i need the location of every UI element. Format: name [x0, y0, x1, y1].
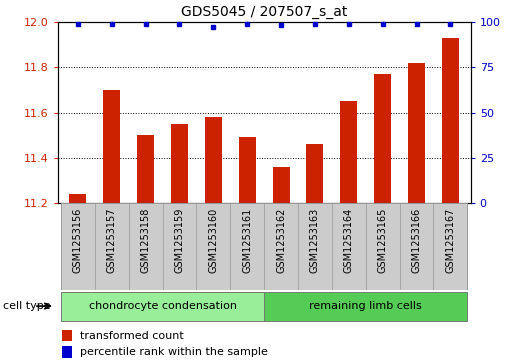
Bar [205, 117, 222, 203]
Text: cell type: cell type [3, 301, 50, 311]
Text: GSM1253163: GSM1253163 [310, 208, 320, 273]
Bar [272, 167, 290, 203]
Text: GSM1253160: GSM1253160 [208, 208, 218, 273]
Bar [408, 63, 425, 203]
Bar [137, 135, 154, 203]
Bar [340, 101, 357, 203]
Bar [62, 346, 72, 358]
Bar [70, 194, 86, 203]
Text: transformed count: transformed count [80, 331, 184, 341]
Text: GSM1253159: GSM1253159 [175, 208, 185, 273]
Bar [374, 74, 391, 203]
Bar [61, 292, 264, 322]
Bar [171, 124, 188, 203]
Text: GSM1253161: GSM1253161 [242, 208, 252, 273]
Bar [62, 330, 72, 341]
Text: chondrocyte condensation: chondrocyte condensation [88, 301, 236, 311]
Bar [238, 138, 256, 203]
Text: GSM1253162: GSM1253162 [276, 208, 286, 273]
Bar [264, 292, 468, 322]
Text: remaining limb cells: remaining limb cells [309, 301, 422, 311]
Text: GSM1253166: GSM1253166 [412, 208, 422, 273]
Text: GSM1253164: GSM1253164 [344, 208, 354, 273]
Text: GSM1253158: GSM1253158 [141, 208, 151, 273]
Text: GSM1253157: GSM1253157 [107, 208, 117, 273]
Bar [306, 144, 323, 203]
Text: GSM1253165: GSM1253165 [378, 208, 388, 273]
Title: GDS5045 / 207507_s_at: GDS5045 / 207507_s_at [181, 5, 347, 19]
Text: GSM1253156: GSM1253156 [73, 208, 83, 273]
Bar [103, 90, 120, 203]
Bar [442, 38, 459, 203]
Text: percentile rank within the sample: percentile rank within the sample [80, 347, 268, 357]
Text: GSM1253167: GSM1253167 [446, 208, 456, 273]
